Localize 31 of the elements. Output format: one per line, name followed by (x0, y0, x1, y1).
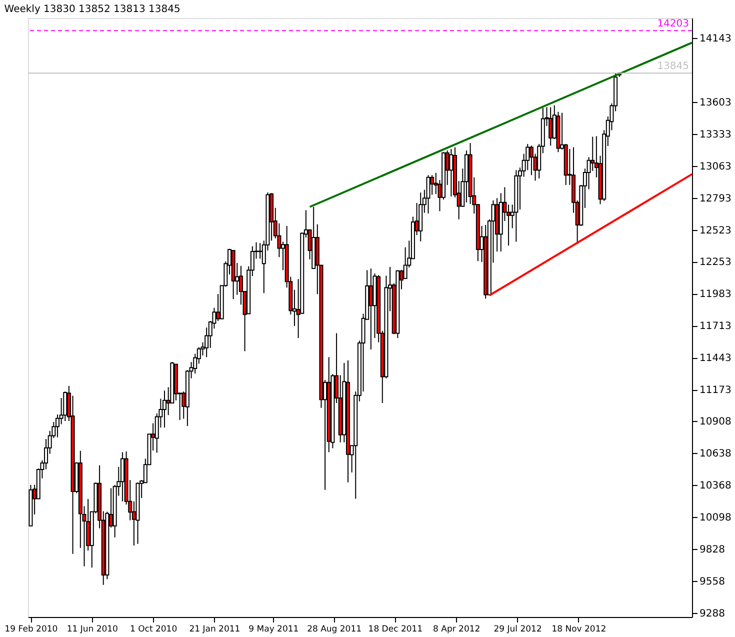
x-tick-label: 9 May 2011 (248, 624, 299, 634)
y-tick-label: 13063 (700, 161, 732, 172)
y-tick-label: 13603 (700, 97, 732, 108)
x-tick-label: 1 Oct 2010 (130, 624, 178, 634)
y-tick-label: 12523 (700, 225, 732, 236)
y-tick-label: 9558 (700, 576, 725, 588)
y-tick-label: 10908 (700, 416, 732, 428)
y-tick-label: 11983 (700, 289, 732, 300)
ref-line-label: 14203 (657, 18, 689, 30)
x-tick-label: 11 Jun 2010 (66, 624, 118, 634)
x-tick-label: 8 Apr 2012 (433, 624, 480, 634)
y-tick-label: 10368 (700, 480, 732, 492)
y-tick-label: 11443 (700, 353, 732, 364)
x-tick-label: 29 Jul 2012 (494, 624, 542, 634)
x-tick-label: 19 Feb 2010 (4, 624, 58, 634)
y-tick-label: 10098 (700, 512, 732, 524)
x-tick-label: 18 Nov 2012 (552, 624, 606, 634)
y-tick-label: 14143 (700, 33, 732, 44)
x-tick-label: 21 Jan 2011 (189, 624, 240, 634)
y-tick-label: 13333 (700, 129, 732, 140)
y-tick-label: 9828 (700, 544, 725, 556)
y-tick-label: 11713 (700, 321, 732, 332)
chart-title: Weekly 13830 13852 13813 13845 (4, 4, 180, 15)
x-tick-label: 18 Dec 2011 (368, 624, 423, 634)
x-tick-label: 28 Aug 2011 (307, 624, 362, 634)
y-tick-label: 9288 (700, 608, 725, 620)
y-tick-label: 12253 (700, 257, 732, 268)
y-tick-label: 12793 (700, 193, 732, 204)
y-tick-label: 11173 (700, 385, 732, 396)
y-tick-label: 10638 (700, 448, 732, 460)
ref-line-label: 13845 (657, 61, 689, 72)
